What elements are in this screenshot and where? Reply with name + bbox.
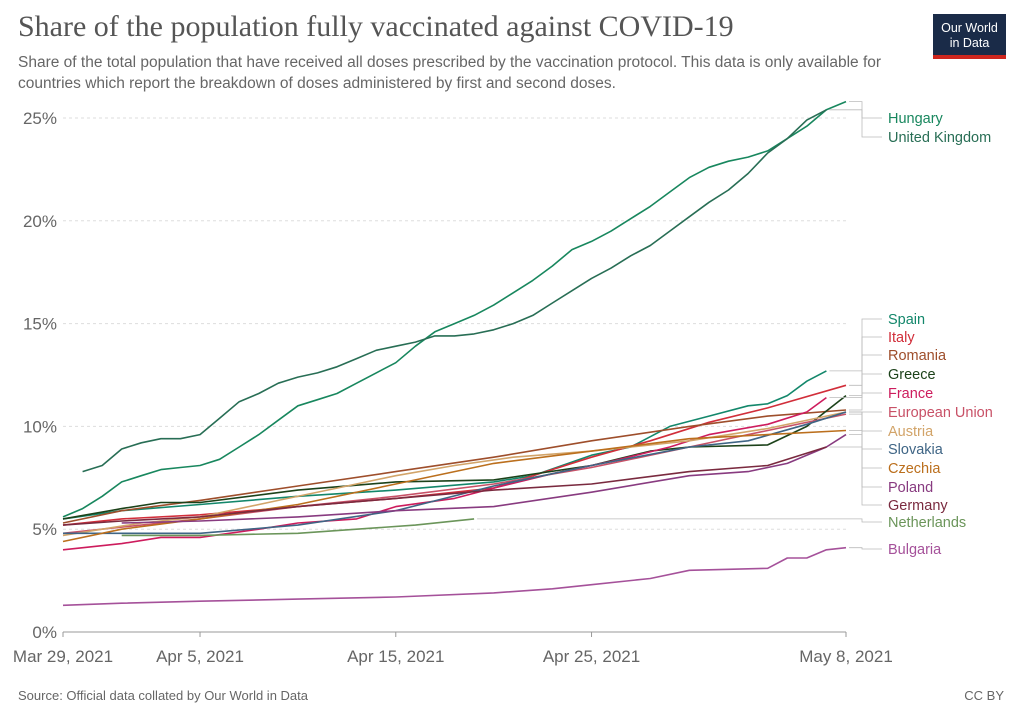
legend-connector	[849, 373, 882, 396]
x-tick-label: May 8, 2021	[799, 647, 893, 666]
legend-connector	[849, 336, 882, 386]
series-line-united-kingdom[interactable]	[82, 109, 827, 473]
license-link[interactable]: CC BY	[964, 688, 1004, 703]
chart-title: Share of the population fully vaccinated…	[18, 10, 734, 43]
series-line-poland[interactable]	[121, 433, 847, 524]
legend-connector	[829, 446, 882, 506]
legend-label-austria[interactable]: Austria	[888, 424, 934, 440]
series-line-romania[interactable]	[62, 409, 847, 524]
legend-label-hungary[interactable]: Hungary	[888, 111, 944, 127]
x-tick-label: Apr 25, 2021	[543, 647, 640, 666]
series-line-european-union[interactable]	[62, 413, 847, 535]
legend-label-slovakia[interactable]: Slovakia	[888, 442, 944, 458]
legend-label-bulgaria[interactable]: Bulgaria	[888, 542, 942, 558]
chart-subtitle: Share of the total population that have …	[18, 54, 882, 92]
series-lines	[62, 100, 847, 607]
legend-connector	[829, 318, 882, 372]
series-line-bulgaria[interactable]	[62, 546, 847, 607]
legend-label-france[interactable]: France	[888, 386, 933, 402]
legend-connector	[849, 354, 882, 411]
y-tick-label: 10%	[23, 417, 57, 436]
legend-label-netherlands[interactable]: Netherlands	[888, 515, 966, 531]
logo-line-2: in Data	[949, 36, 990, 50]
legend-label-germany[interactable]: Germany	[888, 498, 948, 514]
legend-label-spain[interactable]: Spain	[888, 312, 925, 328]
axes: 0% 5% 10% 15% 20% 25% Mar 29, 2021 Apr 5, 2021 A…	[13, 109, 893, 666]
legend-connector	[849, 547, 882, 550]
series-line-hungary[interactable]	[62, 100, 847, 518]
legend-connector	[829, 109, 882, 138]
x-tick-label: Apr 15, 2021	[347, 647, 444, 666]
logo-line-1: Our World	[941, 21, 998, 35]
legend-label-romania[interactable]: Romania	[888, 348, 947, 364]
y-tick-label: 5%	[32, 520, 57, 539]
series-line-slovakia[interactable]	[63, 411, 847, 535]
x-tick-label: Apr 5, 2021	[156, 647, 244, 666]
legend-connector	[829, 392, 882, 398]
legend-label-czechia[interactable]: Czechia	[888, 461, 941, 477]
legend-label-greece[interactable]: Greece	[888, 367, 936, 383]
legend-label-united-kingdom[interactable]: United Kingdom	[888, 130, 991, 146]
legend-label-italy[interactable]: Italy	[888, 330, 915, 346]
legend-label-poland[interactable]: Poland	[888, 480, 933, 496]
y-tick-label: 20%	[23, 212, 57, 231]
owid-logo[interactable]: Our World in Data	[933, 14, 1006, 59]
legend-label-european-union[interactable]: European Union	[888, 405, 993, 421]
x-tick-label: Mar 29, 2021	[13, 647, 113, 666]
y-tick-label: 15%	[23, 315, 57, 334]
legend-connector	[477, 518, 882, 523]
series-line-greece[interactable]	[62, 394, 847, 520]
y-tick-label: 0%	[32, 623, 57, 642]
y-tick-label: 25%	[23, 109, 57, 128]
series-line-france[interactable]	[62, 396, 827, 551]
series-line-germany[interactable]	[62, 446, 827, 526]
legend-connector	[849, 411, 882, 432]
series-line-netherlands[interactable]	[121, 518, 475, 537]
legend: Hungary United Kingdom Spain Italy Romania Gr…	[477, 101, 993, 558]
series-line-czechia[interactable]	[62, 429, 847, 543]
legend-connector	[849, 434, 882, 488]
source-note: Source: Official data collated by Our Wo…	[18, 688, 308, 703]
series-line-italy[interactable]	[62, 384, 847, 526]
